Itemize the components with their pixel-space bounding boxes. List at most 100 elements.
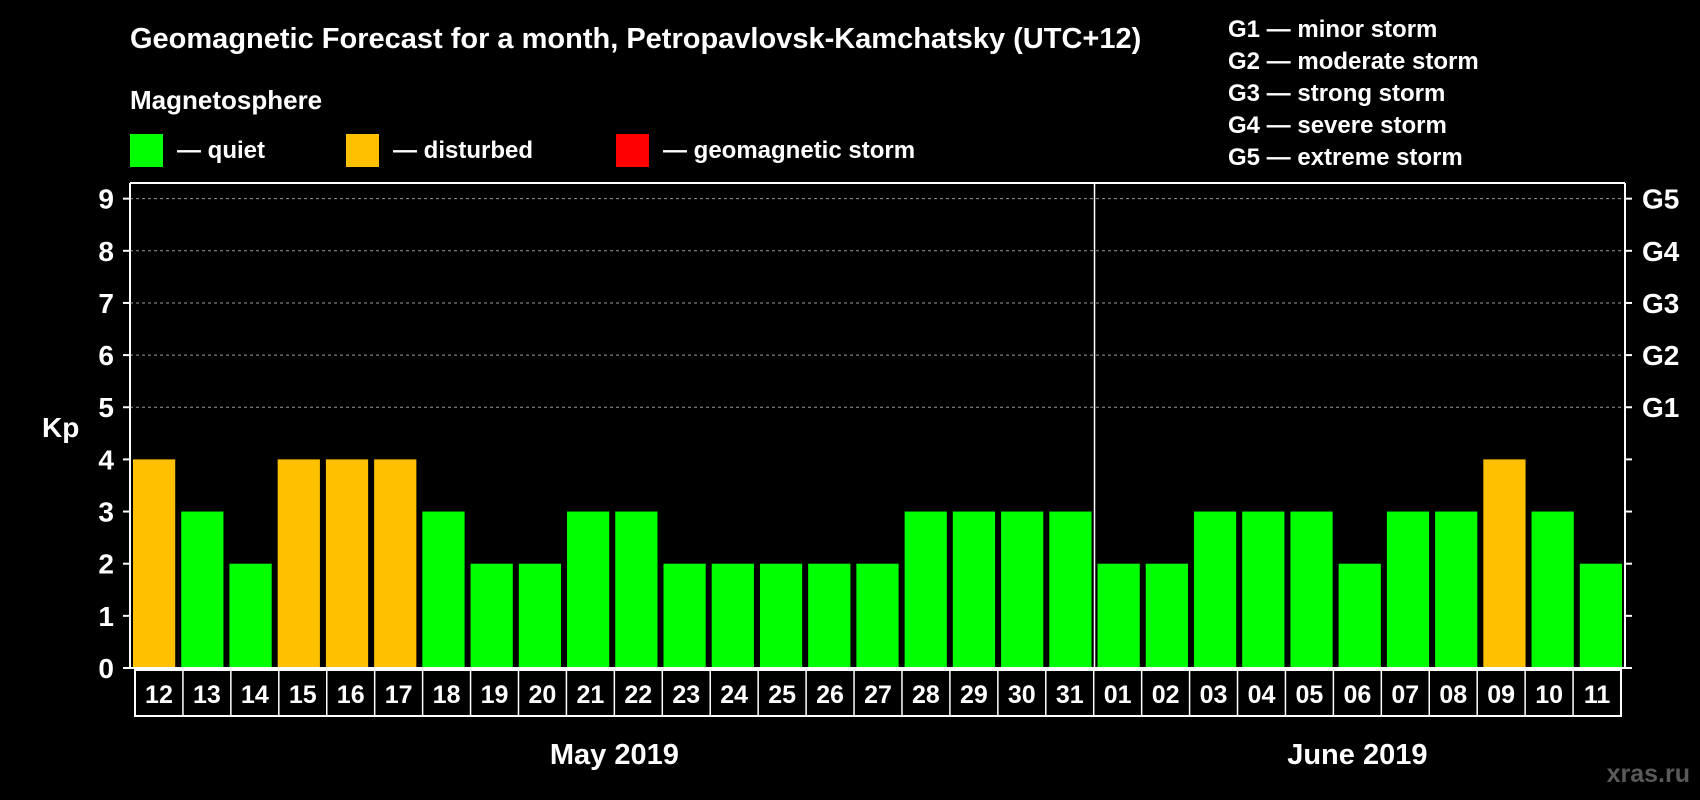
x-cell-frame <box>134 669 1622 717</box>
bar-02 <box>1145 563 1188 668</box>
x-tick-label-12: 12 <box>145 681 173 709</box>
month-label-1: June 2019 <box>1287 739 1427 771</box>
bar-14 <box>229 563 272 668</box>
watermark: xras.ru <box>1607 760 1690 788</box>
bar-12 <box>133 459 176 668</box>
x-tick-label-24: 24 <box>720 681 748 709</box>
bar-06 <box>1338 563 1381 668</box>
bar-08 <box>1435 511 1478 668</box>
x-tick-label-20: 20 <box>529 681 557 709</box>
axes <box>123 182 1632 669</box>
month-labels: May 2019 June 2019 <box>550 739 1428 771</box>
bar-24 <box>711 563 754 668</box>
grid-lines <box>130 198 1625 408</box>
x-tick-label-29: 29 <box>960 681 988 709</box>
chart-title: Geomagnetic Forecast for a month, Petrop… <box>130 23 1141 55</box>
x-tick-label-18: 18 <box>433 681 461 709</box>
x-tick-label-30: 30 <box>1008 681 1036 709</box>
y-tick-label-1: 1 <box>98 601 114 632</box>
storm-level-g1: G1 — minor storm <box>1228 16 1437 43</box>
legend-swatch-storm <box>616 134 649 167</box>
bar-28 <box>904 511 947 668</box>
x-tick-label-08: 08 <box>1439 681 1467 709</box>
x-tick-label-02: 02 <box>1152 681 1180 709</box>
bar-31 <box>1049 511 1092 668</box>
legend-label-quiet: — quiet <box>177 137 265 164</box>
x-tick-label-10: 10 <box>1535 681 1563 709</box>
x-tick-label-15: 15 <box>289 681 317 709</box>
x-tick-label-11: 11 <box>1584 681 1611 709</box>
y-tick-label-3: 3 <box>98 497 114 528</box>
bar-16 <box>325 459 369 668</box>
storm-tick-G4: G4 <box>1642 236 1680 267</box>
storm-scale-legend: G1 — minor storm G2 — moderate storm G3 … <box>1228 16 1479 171</box>
x-tick-label-26: 26 <box>816 681 844 709</box>
bar-29 <box>952 511 996 668</box>
y-tick-labels: 0 1 2 3 4 5 6 7 8 9 <box>98 184 114 684</box>
storm-tick-G1: G1 <box>1642 392 1679 423</box>
bar-21 <box>567 511 610 668</box>
x-tick-label-16: 16 <box>337 681 365 709</box>
legend: — quiet — disturbed — geomagnetic storm <box>130 134 915 167</box>
storm-tick-G2: G2 <box>1642 340 1679 371</box>
x-tick-label-27: 27 <box>864 681 892 709</box>
x-tick-label-07: 07 <box>1391 681 1419 709</box>
bar-09 <box>1483 459 1526 668</box>
storm-tick-G5: G5 <box>1642 184 1679 215</box>
bar-26 <box>808 563 851 668</box>
legend-heading: Magnetosphere <box>130 85 322 115</box>
legend-swatch-disturbed <box>346 134 379 167</box>
bar-22 <box>615 511 658 668</box>
y-axis-label: Kp <box>42 412 79 443</box>
y-tick-label-9: 9 <box>98 184 114 215</box>
bar-13 <box>181 511 224 668</box>
y-tick-label-5: 5 <box>98 392 114 423</box>
storm-tick-labels: G1 G2 G3 G4 G5 <box>1642 184 1680 424</box>
y-tick-label-0: 0 <box>98 653 114 684</box>
x-tick-label-04: 04 <box>1248 681 1276 709</box>
y-tick-label-4: 4 <box>98 444 114 475</box>
bar-23 <box>663 563 706 668</box>
bar-19 <box>470 563 513 668</box>
bar-17 <box>374 459 417 668</box>
legend-label-disturbed: — disturbed <box>393 137 533 164</box>
storm-level-g4: G4 — severe storm <box>1228 112 1447 139</box>
bar-18 <box>422 511 465 668</box>
bar-10 <box>1531 511 1574 668</box>
bar-01 <box>1097 563 1140 668</box>
bar-25 <box>759 563 803 668</box>
x-tick-label-31: 31 <box>1056 681 1084 709</box>
storm-level-g5: G5 — extreme storm <box>1228 144 1463 171</box>
bar-11 <box>1579 563 1622 668</box>
month-label-0: May 2019 <box>550 739 679 771</box>
bar-27 <box>856 563 899 668</box>
x-tick-labels: 12 13 14 15 16 17 18 19 20 21 22 23 24 25 26 27 28 29 30 31… <box>134 669 1622 717</box>
y-tick-label-8: 8 <box>98 236 114 267</box>
x-tick-label-17: 17 <box>385 681 413 709</box>
x-tick-label-19: 19 <box>481 681 509 709</box>
x-tick-label-25: 25 <box>768 681 796 709</box>
x-tick-label-14: 14 <box>241 681 269 709</box>
y-tick-label-6: 6 <box>98 340 114 371</box>
storm-level-g3: G3 — strong storm <box>1228 80 1445 107</box>
storm-tick-G3: G3 <box>1642 288 1679 319</box>
legend-swatch-quiet <box>130 134 163 167</box>
y-tick-label-7: 7 <box>98 288 114 319</box>
y-tick-label-2: 2 <box>98 549 114 580</box>
x-tick-label-06: 06 <box>1343 681 1371 709</box>
bar-15 <box>277 459 320 668</box>
x-tick-label-13: 13 <box>193 681 221 709</box>
x-tick-label-21: 21 <box>576 681 604 709</box>
bar-03 <box>1193 511 1237 668</box>
x-tick-label-09: 09 <box>1487 681 1515 709</box>
x-tick-label-01: 01 <box>1104 681 1132 709</box>
storm-level-g2: G2 — moderate storm <box>1228 48 1479 75</box>
x-tick-label-22: 22 <box>624 681 652 709</box>
bar-04 <box>1242 511 1285 668</box>
x-tick-label-03: 03 <box>1200 681 1228 709</box>
bar-30 <box>1001 511 1044 668</box>
bar-05 <box>1290 511 1333 668</box>
bar-20 <box>518 563 562 668</box>
x-tick-label-28: 28 <box>912 681 940 709</box>
